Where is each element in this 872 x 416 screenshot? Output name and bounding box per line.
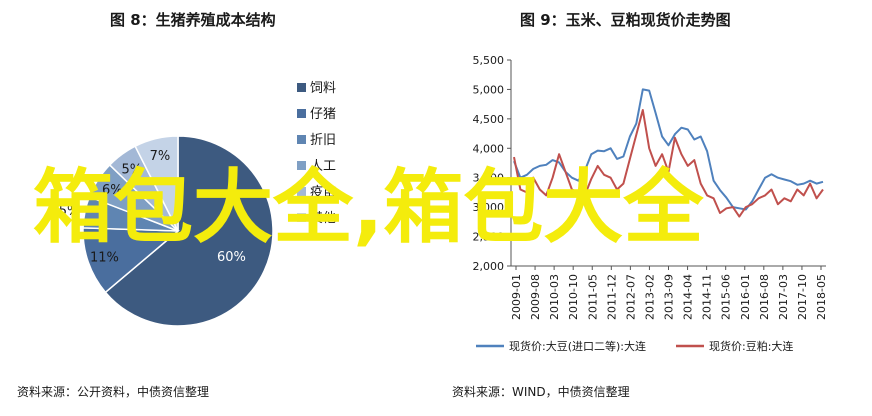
x-tick-label-8: 2013-09 (663, 274, 676, 320)
pie-slice-label-5: 7% (150, 149, 171, 164)
x-tick-label-14: 2017-03 (777, 274, 790, 320)
pie-slice-label-3: 6% (102, 183, 123, 198)
legend-label-3: 人工 (310, 159, 336, 174)
legend-swatch-2 (297, 135, 306, 144)
right-chart-title: 图 9：玉米、豆粕现货价走势图 (520, 11, 731, 29)
x-tick-label-15: 2017-10 (796, 274, 809, 320)
x-tick-label-11: 2015-06 (720, 274, 733, 320)
pie-slice-0 (104, 135, 274, 327)
x-tick-label-5: 2011-12 (605, 274, 618, 320)
pie-slice-label-4: 5% (121, 162, 142, 177)
legend-swatch-1 (297, 109, 306, 118)
legend-swatch-0 (297, 83, 306, 92)
legend-label-1: 仔猪 (310, 107, 336, 122)
legend-swatch-4 (297, 187, 306, 196)
legend-label-4: 疫苗 (310, 184, 336, 200)
legend-label-2: 折旧 (310, 133, 336, 148)
legend-swatch-5 (297, 213, 306, 222)
x-tick-label-0: 2009-01 (510, 274, 523, 320)
legend-label-0: 饲料 (310, 81, 336, 96)
x-tick-label-1: 2009-08 (529, 274, 542, 320)
y-tick-label-4: 4,000 (473, 142, 505, 155)
x-tick-label-2: 2010-03 (548, 274, 561, 320)
x-tick-label-16: 2018-05 (815, 274, 828, 320)
pie-slice-label-2: 5% (59, 204, 80, 219)
y-tick-label-5: 4,500 (473, 113, 505, 126)
x-tick-label-9: 2014-04 (682, 274, 695, 320)
x-tick-label-6: 2012-07 (624, 274, 637, 320)
pie-slice-5 (134, 135, 179, 232)
legend-label-5: 其他 (310, 211, 336, 226)
x-tick-label-13: 2016-08 (758, 274, 771, 320)
x-tick-label-7: 2013-02 (643, 274, 656, 320)
series-line-1 (513, 109, 824, 218)
series-line-0 (513, 88, 824, 211)
x-tick-label-4: 2011-05 (586, 274, 599, 320)
pie-slice-1 (82, 227, 180, 294)
x-tick-label-10: 2014-11 (701, 274, 714, 320)
line-legend-label-1: 现货价:豆粕:大连 (709, 339, 793, 353)
x-tick-label-12: 2016-01 (739, 274, 752, 320)
pie-slice-label-0: 60% (217, 250, 246, 265)
left-chart-title: 图 8：生猪养殖成本结构 (110, 11, 276, 29)
y-tick-label-6: 5,000 (473, 83, 505, 96)
right-chart-source: 资料来源：WIND，中债资信整理 (452, 385, 630, 399)
left-chart-source: 资料来源：公开资料，中债资信整理 (17, 385, 210, 399)
y-tick-label-0: 2,000 (473, 260, 505, 273)
y-tick-label-7: 5,500 (473, 54, 505, 67)
y-tick-label-2: 3,000 (473, 201, 505, 214)
y-tick-label-3: 3,500 (473, 172, 505, 185)
x-tick-label-3: 2010-10 (567, 274, 580, 320)
line-chart: 2,000 2,500 3,000 3,500 4,000 4,500 5,000 5,500… (473, 54, 829, 353)
line-legend-label-0: 现货价:大豆(进口二等):大连 (509, 339, 646, 353)
legend-swatch-3 (297, 161, 306, 170)
y-tick-label-1: 2,500 (473, 231, 505, 244)
pie-slice-label-1: 11% (90, 251, 119, 266)
